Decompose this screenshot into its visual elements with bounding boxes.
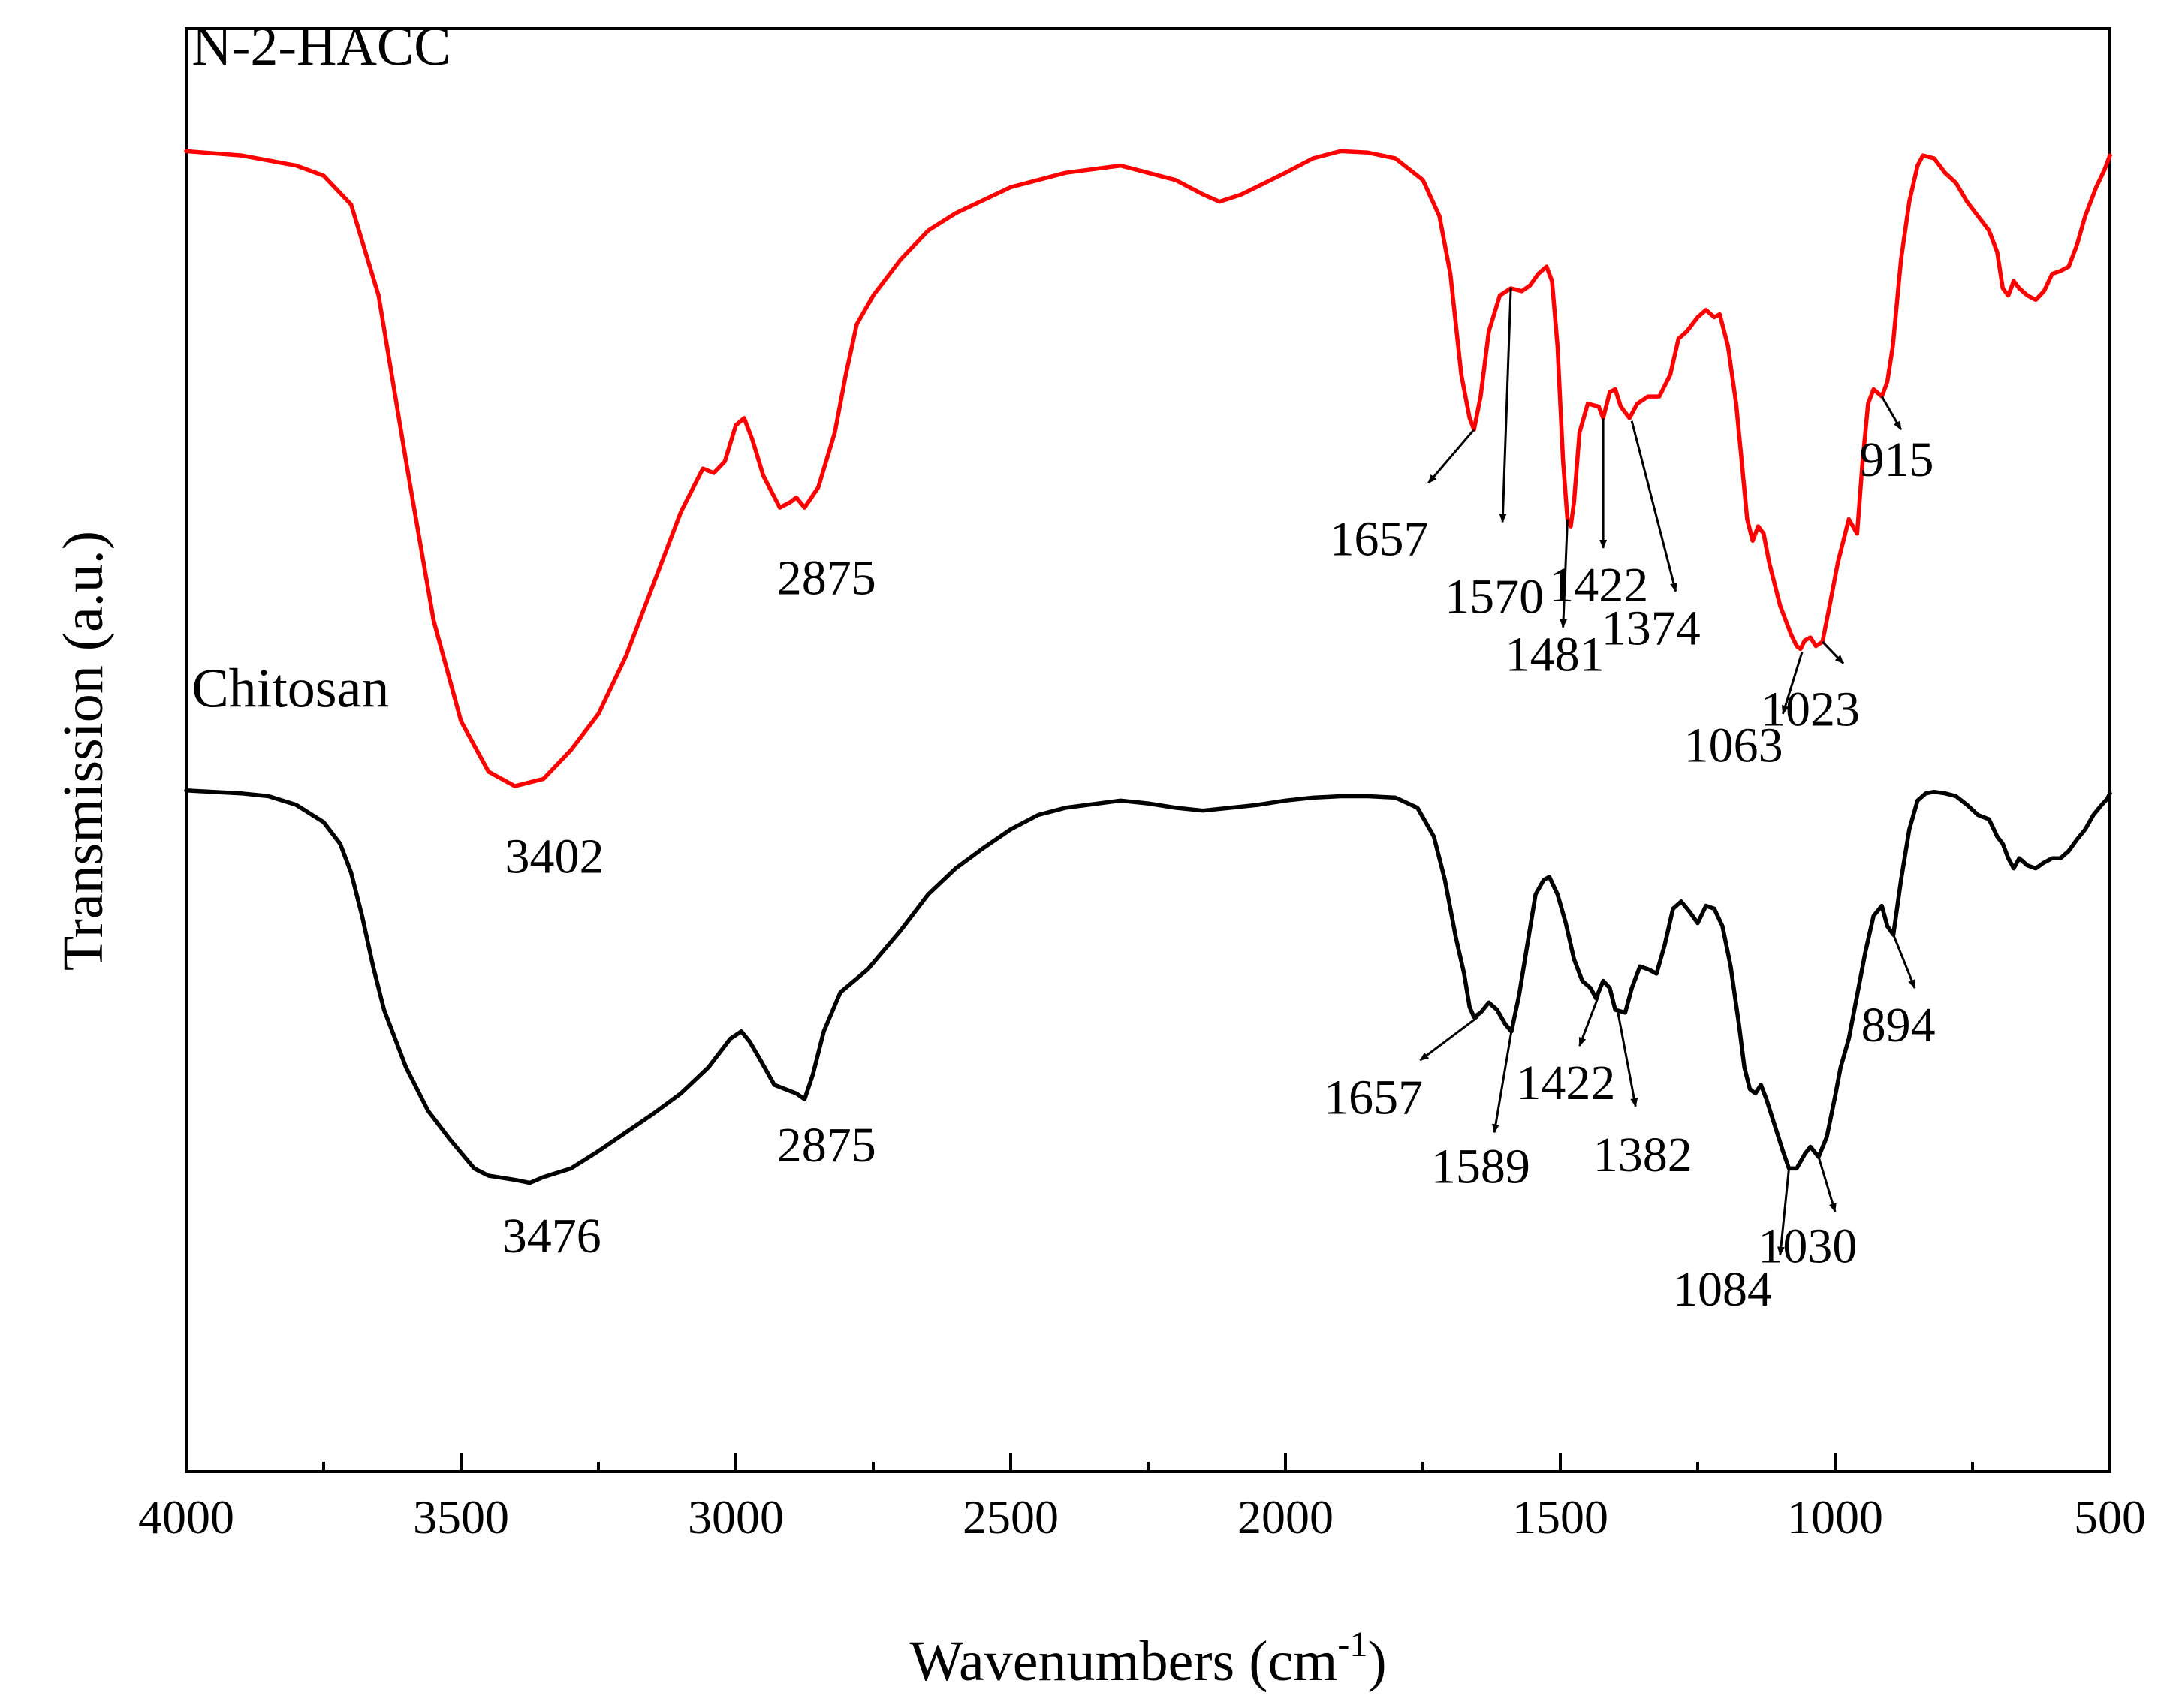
x-axis-title-sup: -1 xyxy=(1337,1625,1367,1664)
peak-label-1570: 1570 xyxy=(1445,569,1544,624)
annotation-arrow-1374 xyxy=(1630,420,1677,592)
peak-label-1374: 1374 xyxy=(1602,601,1701,656)
peak-label-1657: 1657 xyxy=(1329,512,1428,567)
annotation-arrow-1657 xyxy=(1419,1016,1479,1062)
peak-label-1382: 1382 xyxy=(1593,1128,1692,1182)
x-tick-label-2000: 2000 xyxy=(1237,1490,1334,1544)
peak-label-2875: 2875 xyxy=(777,1118,876,1173)
annotation-arrow-1030 xyxy=(1817,1156,1837,1212)
annotation-arrow-894 xyxy=(1892,934,1916,990)
peak-label-1084: 1084 xyxy=(1673,1262,1772,1317)
series-label-n-2-hacc: N-2-HACC xyxy=(191,16,451,77)
peak-label-915: 915 xyxy=(1859,432,1933,487)
peak-label-1063: 1063 xyxy=(1684,718,1783,773)
annotation-arrow-915 xyxy=(1880,396,1903,431)
x-tick-label-3000: 3000 xyxy=(688,1490,784,1544)
peak-label-894: 894 xyxy=(1861,998,1936,1053)
annotation-arrow-1422 xyxy=(1578,995,1600,1047)
annotation-arrow-1023 xyxy=(1822,640,1845,664)
annotation-arrow-1084 xyxy=(1777,1168,1791,1256)
peak-label-1030: 1030 xyxy=(1758,1218,1857,1273)
peak-label-3476: 3476 xyxy=(502,1209,601,1264)
x-tick-label-2500: 2500 xyxy=(963,1490,1059,1544)
annotation-arrow-1481 xyxy=(1560,519,1569,628)
peak-label-3402: 3402 xyxy=(505,829,604,884)
x-axis-title-close: ) xyxy=(1367,1630,1386,1693)
annotation-arrow-1570 xyxy=(1499,288,1512,523)
annotation-layer: 3402287516571570148114221374915106310233… xyxy=(502,288,1936,1317)
series-layer xyxy=(184,149,2112,1185)
y-axis-title: Transmission (a.u.) xyxy=(52,531,115,971)
peak-label-1422: 1422 xyxy=(1516,1056,1615,1110)
x-tick-label-3500: 3500 xyxy=(413,1490,509,1544)
peak-label-2875: 2875 xyxy=(777,550,876,605)
peak-label-1023: 1023 xyxy=(1761,682,1860,737)
x-axis-title-main: Wavenumbers (cm xyxy=(909,1630,1337,1693)
peak-label-1589: 1589 xyxy=(1431,1140,1530,1194)
x-tick-label-1500: 1500 xyxy=(1512,1490,1608,1544)
series-line-chitosan xyxy=(184,788,2112,1185)
annotation-arrow-1657 xyxy=(1427,429,1475,484)
series-label-layer: N-2-HACC Chitosan xyxy=(191,16,451,719)
x-tick-label-1000: 1000 xyxy=(1787,1490,1883,1544)
x-axis: 4000 3500 3000 2500 2000 1500 1000 500 xyxy=(138,1453,2146,1544)
peak-label-1422: 1422 xyxy=(1549,558,1648,613)
x-tick-label-4000: 4000 xyxy=(138,1490,234,1544)
annotation-arrow-1589 xyxy=(1492,1031,1513,1134)
x-tick-label-500: 500 xyxy=(2074,1490,2146,1544)
series-label-chitosan: Chitosan xyxy=(191,658,389,719)
series-line-n-2-hacc xyxy=(184,149,2112,788)
annotation-arrow-1063 xyxy=(1781,651,1804,715)
peak-label-1481: 1481 xyxy=(1505,627,1605,682)
peak-label-1657: 1657 xyxy=(1324,1070,1423,1125)
annotation-arrow-1382 xyxy=(1617,1012,1638,1107)
x-axis-title: Wavenumbers (cm-1) xyxy=(909,1625,1386,1693)
